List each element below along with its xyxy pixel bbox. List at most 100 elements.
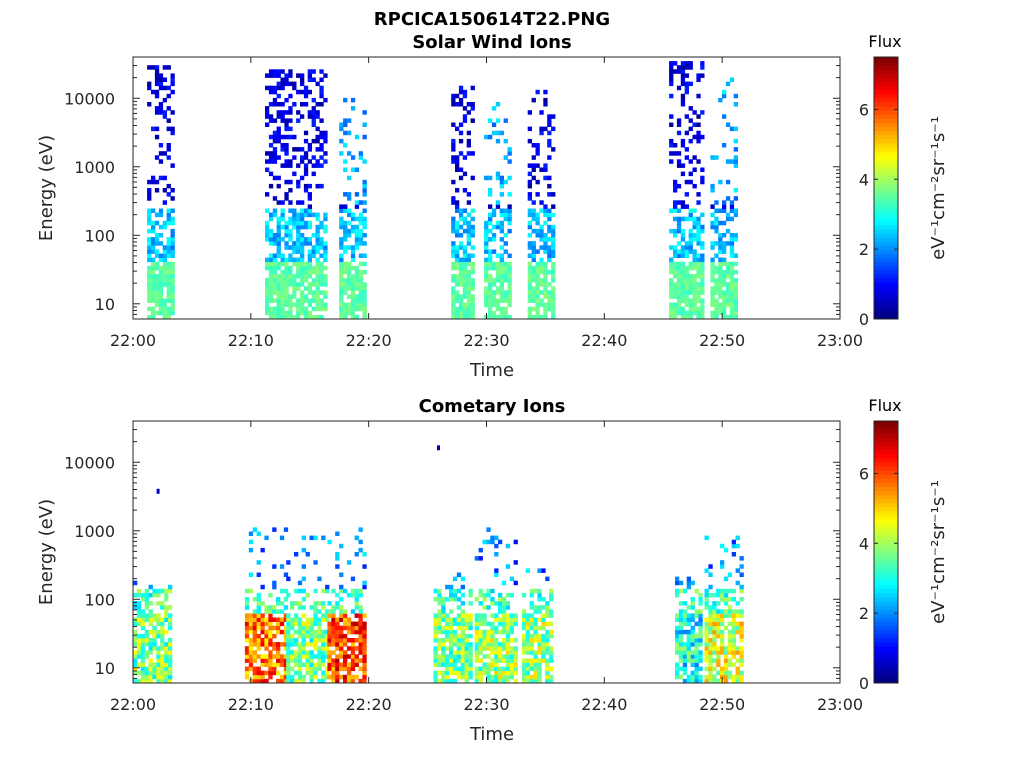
heatmap-cell [686, 613, 691, 618]
heatmap-cell [343, 617, 348, 622]
colorbar-segment [874, 515, 898, 520]
heatmap-cell [147, 278, 152, 283]
heatmap-cell [499, 257, 504, 263]
heatmap-cell [718, 208, 723, 213]
heatmap-cell [499, 130, 504, 136]
heatmap-cell [498, 670, 503, 676]
heatmap-cell [694, 646, 699, 651]
heatmap-cell [710, 310, 715, 316]
heatmap-cell [704, 642, 709, 647]
heatmap-cell [549, 654, 554, 659]
heatmap-cell [460, 625, 465, 631]
heatmap-cell [244, 674, 250, 680]
heatmap-cell [268, 274, 274, 279]
heatmap-cell [669, 286, 674, 291]
heatmap-cell [339, 662, 344, 667]
heatmap-cell [362, 220, 367, 226]
heatmap-cell [335, 556, 340, 561]
heatmap-cell [305, 654, 310, 659]
heatmap-cell [166, 183, 171, 189]
heatmap-cell [507, 228, 512, 234]
heatmap-cell [441, 601, 446, 606]
heatmap-cell [712, 605, 717, 610]
heatmap-cell [478, 592, 483, 598]
heatmap-cell [286, 560, 291, 565]
heatmap-cell [284, 151, 289, 156]
heatmap-cell [362, 629, 367, 635]
heatmap-cell [268, 118, 274, 123]
heatmap-cell [470, 224, 475, 230]
heatmap-cell [292, 171, 297, 177]
heatmap-cell [451, 294, 456, 299]
heatmap-cell [676, 224, 682, 230]
heatmap-cell [315, 314, 320, 320]
heatmap-cell [297, 678, 303, 684]
heatmap-cell [466, 261, 471, 267]
heatmap-cell [283, 613, 289, 618]
heatmap-cell [503, 274, 508, 279]
heatmap-cell [158, 208, 164, 213]
heatmap-cell [462, 114, 468, 119]
heatmap-cell [166, 278, 171, 283]
heatmap-cell [331, 629, 336, 635]
heatmap-cell [543, 212, 548, 218]
heatmap-cell [284, 110, 289, 115]
heatmap-cell [158, 253, 164, 258]
heatmap-cell [535, 314, 540, 320]
heatmap-cell [294, 658, 299, 663]
heatmap-cell [501, 678, 507, 684]
heatmap-cell [136, 670, 142, 676]
heatmap-cell [437, 662, 442, 667]
heatmap-cell [547, 175, 552, 181]
heatmap-cell [464, 617, 469, 622]
heatmap-cell [445, 646, 450, 651]
heatmap-cell [539, 228, 544, 234]
heatmap-cell [160, 666, 165, 672]
heatmap-cell [283, 670, 289, 676]
heatmap-cell [729, 245, 735, 250]
heatmap-cell [731, 625, 736, 631]
colorbar-segment [874, 196, 898, 201]
heatmap-cell [280, 314, 285, 320]
y-tick-label: 1000 [74, 522, 115, 541]
heatmap-cell [468, 670, 473, 676]
heatmap-cell [288, 274, 293, 279]
heatmap-cell [499, 208, 504, 213]
heatmap-cell [307, 298, 312, 303]
heatmap-cell [543, 302, 548, 308]
heatmap-cell [170, 278, 175, 283]
heatmap-cell [708, 629, 713, 635]
heatmap-cell [160, 601, 165, 606]
heatmap-cell [272, 233, 278, 238]
heatmap-cell [712, 674, 717, 680]
heatmap-cell [503, 290, 508, 295]
heatmap-cell [151, 265, 156, 271]
heatmap-cell [682, 658, 688, 663]
heatmap-cell [720, 642, 725, 647]
heatmap-cell [280, 77, 285, 82]
heatmap-cell [498, 592, 503, 598]
heatmap-cell [339, 625, 344, 631]
heatmap-cell [317, 621, 322, 627]
heatmap-cell [714, 220, 719, 226]
heatmap-cell [354, 200, 360, 205]
heatmap-cell [347, 245, 352, 250]
heatmap-cell [464, 642, 469, 647]
heatmap-cell [284, 314, 289, 320]
colorbar-segment [874, 61, 898, 66]
heatmap-cell [718, 220, 723, 226]
heatmap-cell [700, 212, 705, 218]
heatmap-cell [303, 188, 309, 193]
heatmap-cell [300, 220, 305, 226]
heatmap-cell [272, 564, 277, 569]
heatmap-cell [712, 592, 717, 598]
heatmap-cell [714, 224, 719, 230]
colorbar-segment [874, 183, 898, 189]
heatmap-cell [490, 666, 495, 672]
heatmap-cell [708, 658, 713, 663]
colorbar-segment [874, 290, 898, 295]
heatmap-cell [486, 670, 491, 676]
colorbar-segment [874, 286, 898, 291]
heatmap-cell [294, 617, 299, 622]
heatmap-cell [362, 302, 367, 308]
